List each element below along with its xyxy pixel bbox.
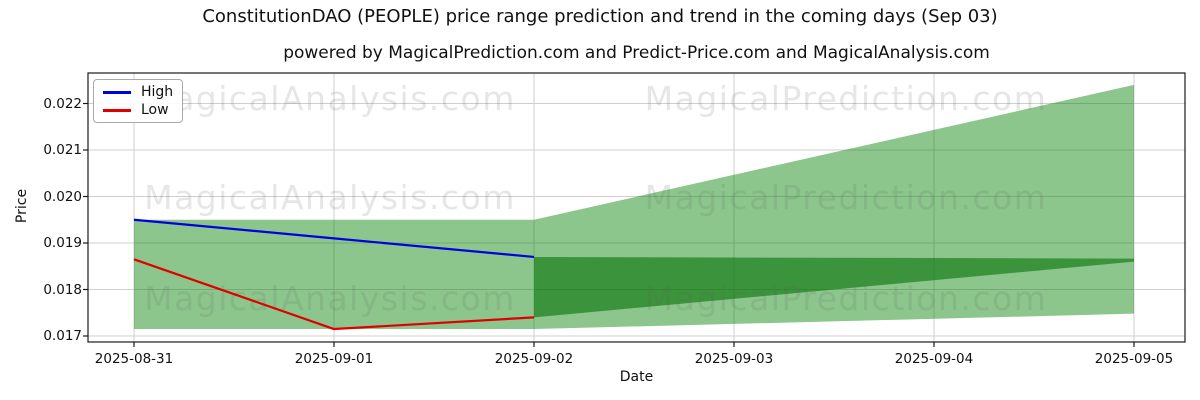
x-tick-label: 2025-09-03 <box>694 351 774 367</box>
axis-ticks <box>83 102 1135 347</box>
watermark-analysis: MagicalAnalysis.com <box>144 279 516 318</box>
gridlines <box>88 73 1185 342</box>
figure-subtitle: powered by MagicalPrediction.com and Pre… <box>283 43 990 63</box>
high-line-swatch <box>103 90 131 94</box>
y-tick-label: 0.018 <box>43 281 82 298</box>
x-tick-label: 2025-09-01 <box>294 351 374 367</box>
watermark-prediction: MagicalPrediction.com <box>645 279 1048 318</box>
watermark-analysis: MagicalAnalysis.com <box>144 79 516 118</box>
watermark-analysis: MagicalAnalysis.com <box>144 178 516 217</box>
watermark-prediction: MagicalPrediction.com <box>645 178 1048 217</box>
y-tick-label: 0.019 <box>43 235 82 251</box>
x-tick-label: 2025-09-02 <box>494 351 574 367</box>
watermark-prediction: MagicalPrediction.com <box>645 79 1048 118</box>
watermarks: MagicalAnalysis.com MagicalPrediction.com… <box>144 79 1048 318</box>
plot-border <box>87 72 1186 343</box>
price-lines <box>133 218 535 331</box>
figure-title: ConstitutionDAO (PEOPLE) price range pre… <box>202 6 998 27</box>
low-line <box>133 258 535 331</box>
legend-label-high: High <box>141 84 174 100</box>
y-tick-label: 0.022 <box>43 95 82 112</box>
legend-item-low: Low <box>103 101 173 119</box>
high-line <box>133 218 535 259</box>
legend: High Low <box>93 79 184 123</box>
legend-item-high: High <box>103 83 173 101</box>
x-tick-label: 2025-09-05 <box>1094 351 1174 367</box>
legend-label-low: Low <box>141 102 169 118</box>
y-tick-label: 0.017 <box>43 328 82 344</box>
x-axis-label: Date <box>619 369 654 385</box>
low-line-swatch <box>103 108 131 112</box>
x-tick-label: 2025-08-31 <box>94 351 174 367</box>
y-tick-label: 0.021 <box>43 142 82 158</box>
x-tick-label: 2025-09-04 <box>894 351 974 367</box>
y-tick-label: 0.020 <box>43 188 82 205</box>
forecast-inner-band <box>534 256 1134 318</box>
